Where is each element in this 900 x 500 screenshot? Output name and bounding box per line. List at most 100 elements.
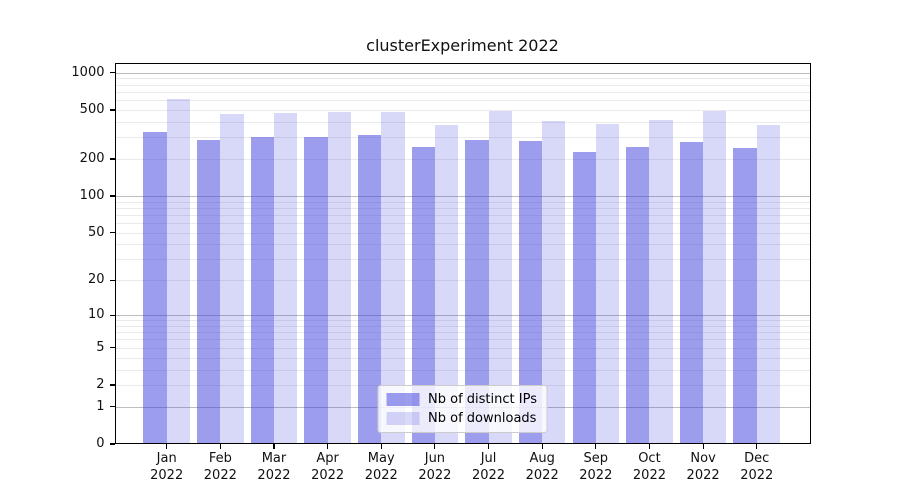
y-tick-label: 200 xyxy=(79,151,105,167)
gridline-minor xyxy=(114,369,811,371)
x-tick-month: Feb xyxy=(208,451,232,466)
legend-label-downloads: Nb of downloads xyxy=(428,411,537,426)
x-tick-mark xyxy=(648,444,651,449)
y-tick-mark xyxy=(109,406,115,408)
x-tick-label-feb: Feb 2022 xyxy=(190,451,250,484)
x-tick-year: 2022 xyxy=(311,467,345,483)
bar-distinct-ips-jan xyxy=(143,132,167,444)
plot-area: Nb of distinct IPs Nb of downloads xyxy=(114,63,811,444)
x-tick-year: 2022 xyxy=(203,467,237,483)
bar-distinct-ips-mar xyxy=(250,136,274,444)
gridline-minor xyxy=(114,244,811,246)
x-tick-mark xyxy=(487,444,490,449)
bar-distinct-ips-feb xyxy=(197,139,221,444)
y-tick-label: 0 xyxy=(96,436,105,451)
gridline-minor xyxy=(114,214,811,216)
x-tick-mark xyxy=(756,444,758,449)
x-tick-mark xyxy=(327,444,329,449)
chart-title: clusterExperiment 2022 xyxy=(366,36,559,55)
y-tick-mark xyxy=(109,109,115,111)
x-tick-month: Mar xyxy=(261,451,287,466)
gridline-minor xyxy=(114,78,811,80)
gridline-minor xyxy=(114,201,811,203)
gridline-minor xyxy=(114,121,811,123)
legend-swatch-downloads xyxy=(386,412,420,425)
x-tick-year: 2022 xyxy=(579,467,613,483)
bar-downloads-jun xyxy=(434,124,459,444)
bar-downloads-sep xyxy=(595,124,620,444)
y-tick-mark xyxy=(109,72,115,74)
gridline-minor xyxy=(114,280,811,282)
x-tick-label-may: May 2022 xyxy=(351,451,411,484)
gridline-minor xyxy=(114,332,811,334)
x-tick-label-apr: Apr 2022 xyxy=(298,451,358,484)
y-tick-label: 1 xyxy=(96,398,105,414)
bar-distinct-ips-may xyxy=(357,135,382,444)
x-tick-month: May xyxy=(367,451,395,466)
gridline-minor xyxy=(114,100,811,102)
x-tick-year: 2022 xyxy=(257,467,291,483)
x-tick-mark xyxy=(541,444,543,449)
x-tick-label-jan: Jan 2022 xyxy=(137,451,197,484)
x-tick-label-nov: Nov 2022 xyxy=(673,451,733,484)
bar-downloads-dec xyxy=(756,125,781,444)
gridline-minor xyxy=(114,232,811,234)
y-tick-mark xyxy=(109,279,115,281)
x-tick-year: 2022 xyxy=(150,467,184,483)
y-tick-label: 5 xyxy=(96,339,105,355)
bar-distinct-ips-dec xyxy=(733,148,757,444)
x-tick-mark xyxy=(595,444,597,449)
bar-distinct-ips-apr xyxy=(304,137,328,444)
gridline-minor xyxy=(114,347,811,349)
gridline-minor xyxy=(114,325,811,327)
x-tick-mark xyxy=(166,444,168,449)
y-tick-mark xyxy=(109,314,115,316)
bar-downloads-nov xyxy=(703,111,727,444)
legend-swatch-distinct-ips xyxy=(386,393,420,406)
bar-downloads-oct xyxy=(649,120,673,444)
x-tick-month: Aug xyxy=(529,451,555,466)
bar-downloads-feb xyxy=(220,113,244,444)
y-tick-mark xyxy=(109,232,115,234)
bar-downloads-jul xyxy=(488,110,512,444)
y-tick-label: 20 xyxy=(87,272,105,288)
x-tick-month: Jul xyxy=(480,451,497,466)
x-tick-year: 2022 xyxy=(525,467,559,483)
x-tick-label-dec: Dec 2022 xyxy=(727,451,787,484)
x-tick-year: 2022 xyxy=(418,467,452,483)
x-tick-month: Dec xyxy=(744,451,770,466)
y-tick-mark xyxy=(109,158,115,160)
x-tick-year: 2022 xyxy=(686,467,720,483)
gridline-minor xyxy=(114,159,811,161)
gridline-minor xyxy=(114,207,811,209)
legend-item-downloads: Nb of downloads xyxy=(386,411,537,426)
gridline-major xyxy=(114,72,811,74)
gridline-major xyxy=(114,315,811,317)
gridline-minor xyxy=(114,137,811,139)
x-tick-month: Sep xyxy=(583,451,609,466)
gridline-minor xyxy=(114,223,811,225)
x-tick-mark xyxy=(702,444,704,449)
y-tick-mark xyxy=(109,443,115,445)
bar-distinct-ips-aug xyxy=(518,141,543,444)
bar-downloads-jan xyxy=(166,98,190,444)
gridline-minor xyxy=(114,320,811,322)
x-tick-mark xyxy=(219,444,221,449)
bar-downloads-aug xyxy=(542,121,566,444)
gridline-minor xyxy=(114,259,811,261)
x-tick-year: 2022 xyxy=(364,467,398,483)
bar-distinct-ips-nov xyxy=(679,142,704,444)
y-tick-label: 2 xyxy=(96,376,105,392)
y-tick-mark xyxy=(109,384,115,386)
x-tick-mark xyxy=(380,444,382,449)
bar-distinct-ips-jul xyxy=(465,139,489,444)
legend: Nb of distinct IPs Nb of downloads xyxy=(377,385,548,433)
legend-item-distinct-ips: Nb of distinct IPs xyxy=(386,392,537,407)
y-tick-label: 500 xyxy=(79,101,105,117)
x-tick-month: Nov xyxy=(690,451,716,466)
x-tick-year: 2022 xyxy=(740,467,774,483)
gridline-minor xyxy=(114,339,811,341)
x-tick-year: 2022 xyxy=(632,467,666,483)
y-tick-mark xyxy=(109,195,115,197)
gridline-minor xyxy=(114,109,811,111)
